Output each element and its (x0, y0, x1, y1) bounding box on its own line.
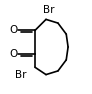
Text: Br: Br (43, 5, 54, 15)
Text: O: O (9, 49, 17, 59)
Text: Br: Br (15, 70, 27, 80)
Text: O: O (9, 25, 17, 35)
